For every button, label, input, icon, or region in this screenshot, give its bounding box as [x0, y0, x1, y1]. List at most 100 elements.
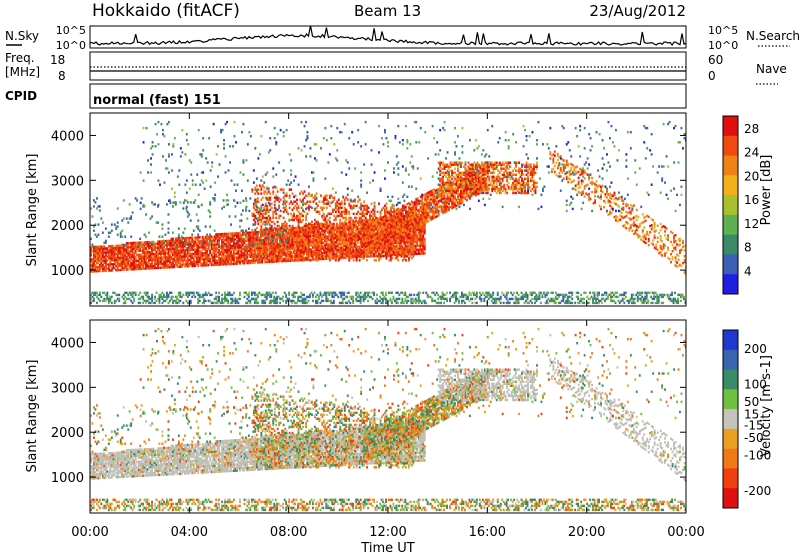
power-cell [204, 245, 207, 249]
power-cell [288, 255, 291, 258]
power-cell [376, 251, 379, 254]
power-cell [189, 254, 192, 258]
power-cell [278, 214, 281, 218]
power-cell [341, 228, 344, 231]
power-cell [136, 259, 139, 263]
power-cell [308, 224, 310, 228]
power-cell [234, 234, 237, 237]
power-cell [257, 245, 260, 248]
power-cell [237, 232, 240, 235]
power-cell [264, 236, 267, 240]
power-cell [270, 232, 273, 236]
power-cell [318, 253, 320, 257]
power-cell [270, 206, 273, 210]
power-cell [90, 248, 92, 251]
power-cell [333, 196, 336, 199]
power-cell [370, 253, 372, 256]
power-cell [280, 241, 283, 245]
power-cell [267, 260, 270, 264]
power-cell [423, 246, 426, 249]
power-cell [328, 253, 331, 256]
power-cell [107, 253, 110, 256]
power-cell [374, 232, 377, 236]
power-cell [417, 248, 420, 251]
power-cell [344, 256, 347, 259]
power-cell [173, 251, 176, 255]
power-cell [298, 244, 301, 248]
power-cell [195, 252, 198, 255]
power-cell [334, 236, 337, 240]
power-cell [292, 249, 295, 252]
power-cell [236, 252, 238, 255]
power-cell [188, 240, 191, 244]
power-cell [351, 234, 354, 238]
power-cell [360, 234, 363, 238]
power-cell [375, 255, 377, 258]
power-cell [320, 239, 323, 243]
power-cell [182, 253, 185, 256]
power-cell [240, 235, 243, 239]
power-cell [300, 258, 302, 262]
power-cell [304, 244, 307, 247]
power-cell [185, 263, 188, 266]
power-cell [352, 228, 355, 232]
power-cell [97, 251, 100, 255]
power-cell [300, 251, 303, 254]
power-cell [188, 242, 191, 246]
power-cell [360, 253, 363, 256]
power-cell [213, 263, 216, 267]
power-cell [417, 238, 420, 241]
power-cell [280, 231, 283, 235]
power-cell [215, 253, 218, 256]
power-cell [247, 237, 250, 240]
power-cell [104, 255, 107, 258]
power-cell [158, 246, 161, 249]
power-cell [308, 242, 310, 246]
power-cell [204, 260, 207, 263]
power-cell [172, 245, 174, 249]
power-cell [286, 233, 289, 236]
power-cell [204, 250, 207, 253]
power-cell [212, 243, 215, 246]
power-cell [98, 249, 101, 253]
power-cell [198, 252, 201, 255]
power-cell [356, 249, 359, 253]
power-cell [253, 261, 256, 264]
power-cell [276, 245, 279, 248]
power-cell [260, 188, 263, 191]
power-cell [197, 254, 200, 257]
power-cell [345, 222, 348, 226]
power-cell [336, 257, 339, 260]
power-cell [270, 246, 273, 249]
power-cell [101, 253, 104, 256]
power-cell [283, 253, 286, 257]
power-cell [345, 240, 348, 244]
power-cell [300, 214, 303, 218]
power-cell [101, 245, 104, 248]
power-cell [323, 237, 326, 240]
power-cell [122, 252, 125, 255]
power-cell [164, 266, 167, 269]
power-cell [252, 237, 255, 240]
power-cell [257, 206, 260, 210]
power-cell [148, 265, 150, 268]
power-cell [124, 248, 127, 251]
power-cell [305, 240, 307, 244]
power-cell [379, 249, 382, 252]
power-cell [331, 233, 334, 236]
power-cell [103, 265, 106, 269]
power-cell [263, 186, 266, 189]
power-cell [188, 236, 191, 240]
power-cell [327, 249, 330, 252]
power-cell [210, 235, 213, 238]
power-cell [290, 236, 293, 240]
power-cell [402, 215, 405, 218]
power-cell [305, 222, 307, 226]
power-cell [300, 212, 303, 216]
power-cell [312, 230, 315, 234]
power-cell [112, 246, 115, 250]
power-cell [249, 259, 252, 263]
power-cell [266, 234, 269, 238]
power-cell [385, 250, 387, 253]
power-cell [326, 227, 329, 230]
